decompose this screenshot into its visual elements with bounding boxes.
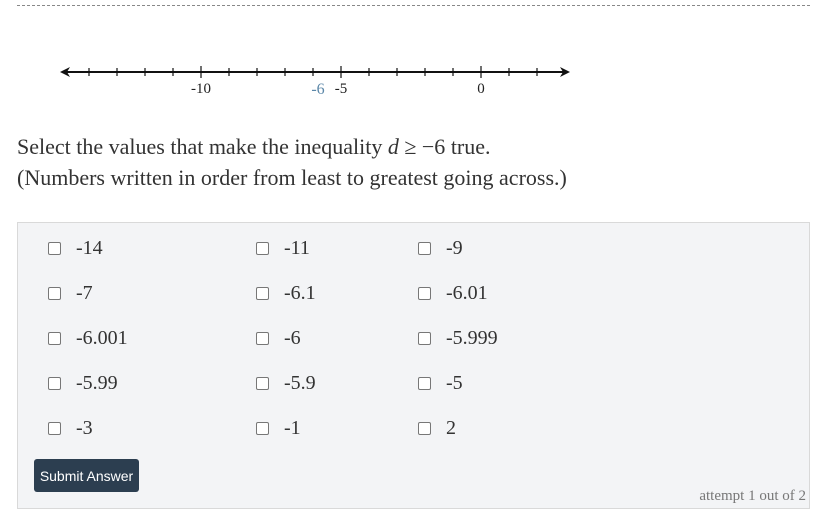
option-checkbox[interactable]: -6.01: [418, 282, 488, 305]
checkbox[interactable]: [418, 377, 431, 390]
option-label: -6.1: [284, 282, 316, 304]
option-checkbox[interactable]: -1: [256, 417, 301, 440]
option-label: -6.01: [446, 282, 488, 304]
option-label: -5: [446, 372, 463, 394]
option-checkbox[interactable]: 2: [418, 417, 456, 440]
checkbox[interactable]: [256, 422, 269, 435]
submit-answer-button[interactable]: Submit Answer: [34, 459, 139, 492]
checkbox[interactable]: [48, 242, 61, 255]
option-label: -11: [284, 237, 310, 259]
checkbox[interactable]: [48, 377, 61, 390]
checkbox[interactable]: [256, 242, 269, 255]
option-checkbox[interactable]: -5.99: [48, 372, 118, 395]
option-checkbox[interactable]: -6.1: [256, 282, 316, 305]
divider: [17, 5, 810, 6]
checkbox[interactable]: [48, 287, 61, 300]
tick-label: -10: [191, 81, 211, 97]
checkbox[interactable]: [418, 287, 431, 300]
question-text: Select the values that make the inequali…: [17, 134, 567, 190]
option-label: -6: [284, 327, 301, 349]
checkbox[interactable]: [48, 332, 61, 345]
option-checkbox[interactable]: -6: [256, 327, 301, 350]
option-label: -14: [76, 237, 103, 259]
option-label: -5.999: [446, 327, 498, 349]
tick-label: 0: [477, 81, 485, 97]
checkbox[interactable]: [48, 422, 61, 435]
option-checkbox[interactable]: -11: [256, 237, 310, 260]
checkbox[interactable]: [256, 377, 269, 390]
number-line: -10 -5 0 -6: [60, 66, 570, 98]
option-label: -1: [284, 417, 301, 439]
option-checkbox[interactable]: -5.999: [418, 327, 498, 350]
option-label: -7: [76, 282, 93, 304]
option-checkbox[interactable]: -5.9: [256, 372, 316, 395]
option-label: -5.9: [284, 372, 316, 394]
checkbox[interactable]: [256, 332, 269, 345]
highlight-label: -6: [311, 81, 324, 98]
option-checkbox[interactable]: -6.001: [48, 327, 128, 350]
left-arrow: [60, 67, 70, 77]
option-label: -3: [76, 417, 93, 439]
option-label: -5.99: [76, 372, 118, 394]
option-label: 2: [446, 417, 456, 439]
option-checkbox[interactable]: -5: [418, 372, 463, 395]
right-arrow: [560, 67, 570, 77]
option-checkbox[interactable]: -9: [418, 237, 463, 260]
option-checkbox[interactable]: -3: [48, 417, 93, 440]
option-checkbox[interactable]: -14: [48, 237, 103, 260]
checkbox[interactable]: [418, 422, 431, 435]
attempt-counter: attempt 1 out of 2: [699, 488, 806, 504]
option-label: -9: [446, 237, 463, 259]
option-label: -6.001: [76, 327, 128, 349]
tick-label: -5: [335, 81, 348, 97]
checkbox[interactable]: [418, 332, 431, 345]
checkbox[interactable]: [256, 287, 269, 300]
answer-panel: -14 -11 -9 -7 -6.1 -6.01 -6.001 -6 -5.999 -5.99 -5…: [17, 222, 810, 509]
checkbox[interactable]: [418, 242, 431, 255]
option-checkbox[interactable]: -7: [48, 282, 93, 305]
